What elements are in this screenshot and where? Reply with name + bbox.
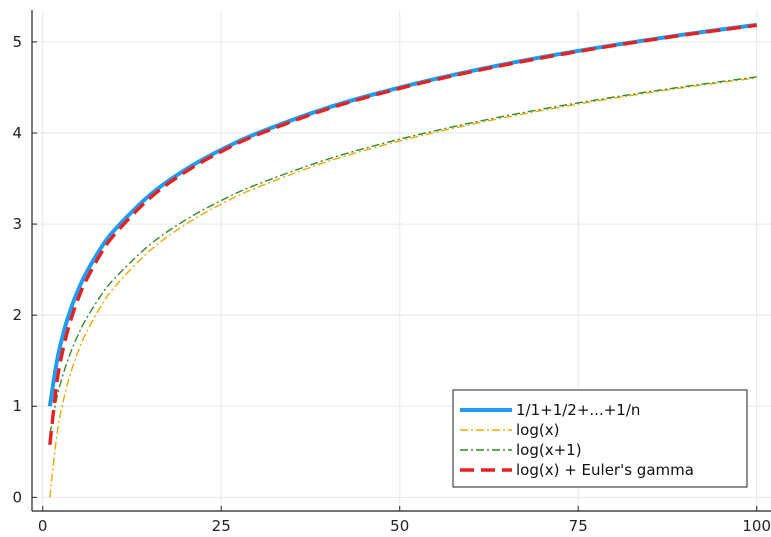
y-tick-label: 4	[12, 124, 22, 142]
series-lines	[47, 22, 757, 498]
legend-label-0: 1/1+1/2+...+1/n	[516, 401, 640, 419]
x-tick-label: 75	[569, 517, 588, 535]
x-tick-label: 100	[742, 517, 771, 535]
x-tick-label: 25	[212, 517, 231, 535]
x-tick-label: 0	[38, 517, 48, 535]
legend-label-1: log(x)	[516, 421, 559, 439]
y-tick-label: 0	[12, 488, 22, 506]
legend-label-3: log(x) + Euler's gamma	[516, 461, 694, 479]
y-tick-label: 2	[12, 306, 22, 324]
y-tick-label: 5	[12, 33, 22, 51]
tick-marks: 0 25 50 75 100 0 1 2 3 4 5	[12, 33, 771, 535]
y-tick-label: 1	[12, 397, 22, 415]
legend-label-2: log(x+1)	[516, 441, 582, 459]
series-line-2	[49, 76, 757, 435]
series-line-1	[49, 77, 757, 498]
x-tick-label: 50	[390, 517, 409, 535]
series-line-3	[48, 23, 757, 445]
legend: 1/1+1/2+...+1/n log(x) log(x+1) log(x) + Eu…	[452, 389, 748, 488]
axes	[31, 10, 771, 512]
y-tick-label: 3	[12, 215, 22, 233]
